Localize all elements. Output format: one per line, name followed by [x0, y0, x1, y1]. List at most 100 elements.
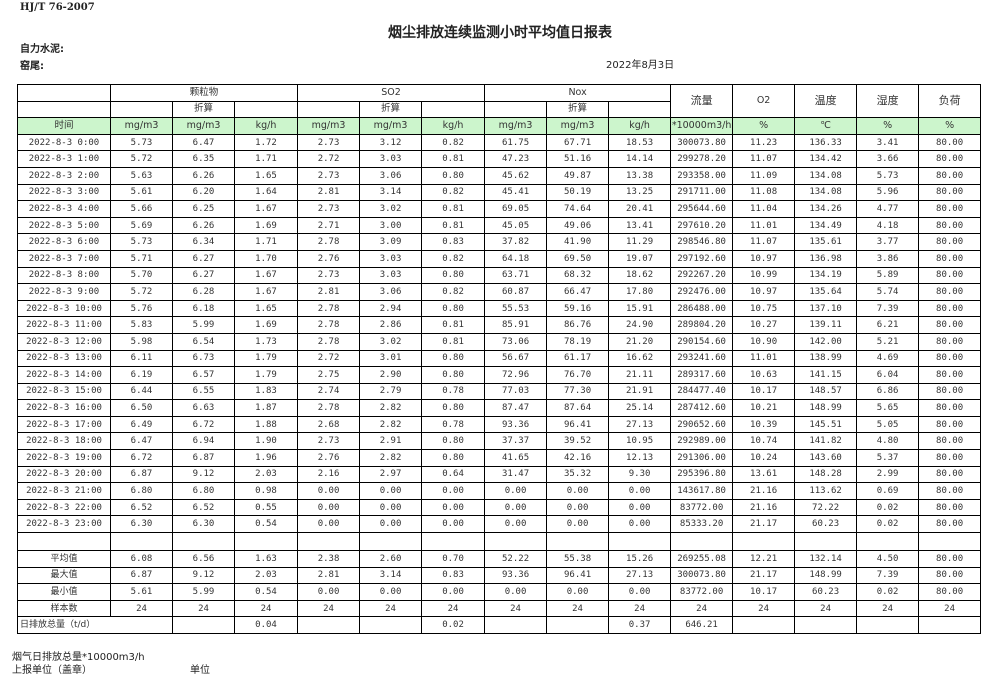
cell-value: 3.86	[856, 249, 920, 268]
cell-value: 5.61	[110, 183, 173, 202]
cell-value: 80.00	[918, 432, 982, 451]
table-row: 2022-8-3 5:00 5.69 6.26 1.69 2.71 3.00 0.81 45.…	[17, 216, 982, 235]
cell-value: 5.73	[110, 233, 173, 251]
cell-value: 6.08	[110, 550, 173, 568]
cell-value: 135.64	[794, 283, 858, 301]
cell-value: 5.98	[110, 332, 173, 351]
cell-value: 6.52	[110, 498, 173, 517]
cell-value: 14.14	[608, 150, 672, 168]
cell-value: 6.27	[172, 249, 235, 268]
cell-value: 138.99	[794, 349, 858, 368]
cell-value: 1.72	[233, 133, 299, 152]
table-row: 2022-8-3 8:00 5.70 6.27 1.67 2.73 3.03 0.80 63.…	[17, 266, 982, 285]
cell-value: 21.17	[732, 566, 796, 585]
cell-value: 135.61	[794, 233, 858, 251]
cell-value: 2.03	[233, 465, 299, 484]
cell-value: 80.00	[918, 349, 982, 368]
cell-value: 6.18	[172, 299, 235, 318]
header-row-converted: 折算 折算 折算	[17, 100, 981, 119]
header-humidity: 湿度	[856, 83, 920, 119]
cell-value: 16.62	[608, 349, 672, 368]
cell-value: 292989.00	[670, 432, 734, 451]
cell-value: 2.73	[297, 166, 361, 185]
cell-value: 80.00	[918, 515, 982, 534]
cell-value: 2.75	[297, 366, 361, 384]
cell-value: 3.41	[856, 133, 920, 152]
cell-value: 13.25	[608, 183, 672, 202]
cell-value: 11.23	[732, 133, 796, 152]
cell-value: 0.00	[484, 515, 548, 534]
table-row: 2022-8-3 2:00 5.63 6.26 1.65 2.73 3.06 0.80 45.…	[17, 166, 982, 185]
cell-value: 69.05	[484, 200, 548, 218]
cell-value: 3.06	[359, 283, 423, 301]
cell-value: 11.09	[732, 166, 796, 185]
cell-value: 148.28	[794, 465, 858, 484]
cell-value: 0.82	[421, 249, 486, 268]
cell-value: 80.00	[918, 299, 982, 318]
cell-value: 93.36	[484, 415, 548, 434]
cell-value: 67.71	[546, 133, 610, 152]
cell-value: 6.20	[172, 183, 235, 202]
row-label: 2022-8-3 10:00	[17, 299, 111, 318]
cell-value: 85.91	[484, 316, 548, 334]
cell-value: 286488.00	[670, 299, 734, 318]
group-so2: SO2	[297, 84, 486, 102]
cell-value: 2.97	[359, 465, 423, 484]
table-row: 2022-8-3 3:00 5.61 6.20 1.64 2.81 3.14 0.82 45.…	[17, 183, 982, 202]
cell-value: 6.44	[110, 382, 173, 401]
empty-cell	[732, 616, 796, 634]
cell-value: 0.00	[608, 498, 672, 517]
cell-value: 27.13	[608, 415, 672, 434]
cell-value: 7.39	[856, 566, 920, 585]
table-row: 2022-8-3 20:00 6.87 9.12 2.03 2.16 2.97 0.64 31…	[17, 465, 982, 484]
cell-value: 85333.20	[670, 515, 734, 534]
cell-value: 0.80	[421, 349, 486, 368]
cell-value: 37.82	[484, 233, 548, 251]
cell-value: 292476.00	[670, 283, 734, 301]
cell-value: 6.25	[172, 200, 235, 218]
cell-value: 11.29	[608, 233, 672, 251]
cell-value: ℃	[794, 117, 858, 135]
table-row: 2022-8-3 14:00 6.19 6.57 1.79 2.75 2.90 0.80 72…	[17, 366, 982, 384]
unit-label: 单位	[190, 665, 210, 676]
cell-value: 0.00	[484, 498, 548, 517]
cell-value: 0.00	[359, 498, 423, 517]
cell-value: 80.00	[918, 133, 982, 152]
cell-value: 2.94	[359, 299, 423, 318]
cell-value: 80.00	[918, 566, 982, 585]
cell-value: 2.78	[297, 316, 361, 334]
cell-value: 73.06	[484, 332, 548, 351]
cell-value: 5.76	[110, 299, 173, 318]
empty-cell	[546, 616, 610, 634]
row-label	[17, 532, 111, 552]
cell-value: mg/m3	[297, 117, 361, 135]
cell-value: 145.51	[794, 415, 858, 434]
cell-value: 60.87	[484, 283, 548, 301]
cell-value: 80.00	[918, 583, 982, 601]
cell-value: 59.16	[546, 299, 610, 318]
cell-value: 2.73	[297, 200, 361, 218]
cell-value: 1.69	[233, 216, 299, 235]
row-label: 最大值	[17, 566, 111, 585]
empty-cell	[297, 616, 361, 634]
cell-value: 0.98	[233, 482, 299, 500]
cell-value: 3.77	[856, 233, 920, 251]
cell-value: kg/h	[608, 117, 672, 135]
cell-value: 21.17	[732, 515, 796, 534]
cell-value: 18.53	[608, 133, 672, 152]
cell-value: mg/m3	[484, 117, 548, 135]
cell-value: 9.12	[172, 566, 235, 585]
row-label: 2022-8-3 23:00	[17, 515, 111, 534]
cell-value: 60.23	[794, 583, 858, 601]
table-row: 2022-8-3 23:00 6.30 6.30 0.54 0.00 0.00 0.00 0.…	[17, 515, 982, 534]
cell-value: 0.81	[421, 216, 486, 235]
cell-value: 21.91	[608, 382, 672, 401]
cell-value: 293358.00	[670, 166, 734, 185]
cell-value: 0.81	[421, 332, 486, 351]
cell-value: 21.16	[732, 482, 796, 500]
cell-value: 6.27	[172, 266, 235, 285]
cell-value: 72.22	[794, 498, 858, 517]
cell-value: 0.00	[421, 515, 486, 534]
cell-value: 25.14	[608, 399, 672, 417]
cell-value: 6.30	[110, 515, 173, 534]
